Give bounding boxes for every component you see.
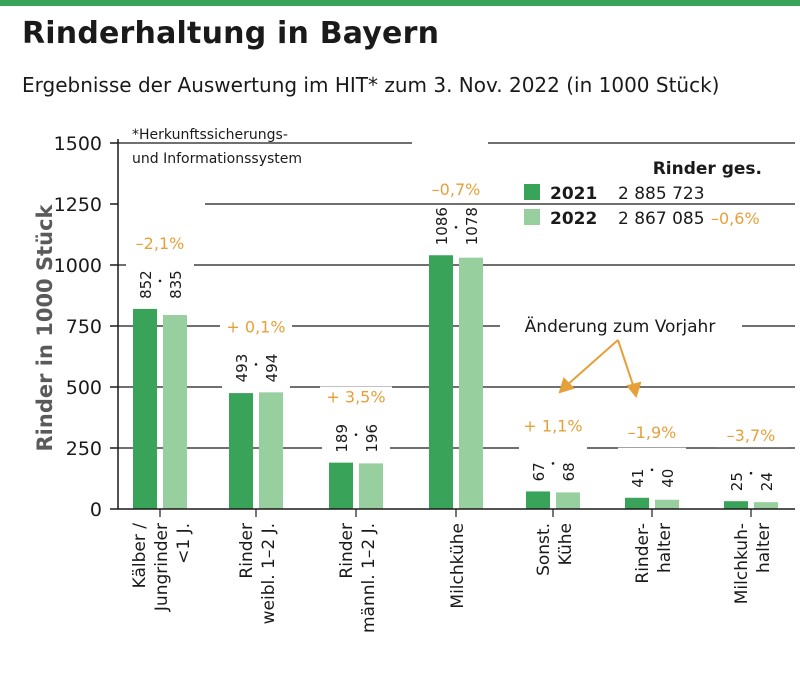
value-label-2022-6: 24 (758, 472, 776, 491)
bar-2022-5 (655, 499, 679, 509)
category-label-0-2: <1 J. (174, 523, 194, 564)
change-bg-3 (420, 179, 492, 202)
value-label-2021-5: 41 (629, 469, 647, 488)
legend-change-2022: –0,6% (711, 209, 760, 228)
change-label-5: –1,9% (628, 423, 677, 442)
legend-year-2022: 2022 (550, 209, 597, 229)
chart-subtitle: Ergebnisse der Auswertung im HIT* zum 3.… (22, 73, 720, 97)
annotation-arrowhead-right (626, 381, 642, 399)
y-tick-label-1250: 1250 (54, 194, 102, 216)
value-label-dot-6 (749, 471, 753, 475)
category-label-0-1: Jungrinder (152, 523, 172, 612)
annotation-arrows (558, 339, 642, 399)
legend-swatch-2022 (524, 209, 540, 225)
change-annotation-label: Änderung zum Vorjahr (525, 316, 716, 337)
category-label-2-0: Rinder (337, 523, 357, 579)
category-label-4-1: Kühe (556, 523, 576, 565)
value-label-dot-5 (650, 468, 654, 472)
value-label-2022-4: 68 (560, 462, 578, 481)
value-label-dot-4 (551, 462, 555, 465)
category-label-6-1: halter (754, 523, 774, 573)
annotation-arrow-right (617, 339, 635, 389)
bar-2021-1 (229, 393, 253, 509)
change-label-1: + 0,1% (226, 317, 285, 336)
category-label-1-1: weibl. 1–2 J. (259, 523, 279, 624)
change-label-4: + 1,1% (523, 416, 582, 435)
bar-2021-0 (133, 308, 157, 509)
value-label-2021-0: 852 (137, 270, 155, 299)
bar-2021-3 (429, 255, 453, 509)
value-label-dot-2 (354, 433, 358, 436)
value-label-2022-1: 494 (263, 354, 281, 383)
legend-total-2021: 2 885 723 (618, 184, 705, 204)
chart-title: Rinderhaltung in Bayern (22, 16, 440, 51)
change-label-2: + 3,5% (326, 388, 385, 407)
bar-2022-6 (754, 502, 778, 509)
value-label-2022-5: 40 (659, 469, 677, 488)
bar-2021-2 (329, 462, 353, 509)
annotation-arrowhead-left (558, 377, 575, 394)
value-label-2021-2: 189 (333, 424, 351, 453)
bar-2022-1 (259, 392, 283, 509)
y-tick-label-1500: 1500 (54, 133, 102, 155)
value-label-2022-3: 1078 (463, 207, 481, 245)
category-label-2-1: männl. 1–2 J. (359, 523, 379, 633)
footnote-line-1: *Herkunftssicherungs- (132, 127, 288, 143)
value-label-2022-2: 196 (363, 424, 381, 453)
bar-2021-6 (724, 501, 748, 509)
category-label-3-0: Milchkühe (448, 523, 468, 609)
change-bg-0 (124, 232, 196, 255)
value-label-dot-0 (158, 279, 162, 283)
value-label-2021-6: 25 (728, 472, 746, 491)
change-bg-1 (220, 316, 292, 339)
bar-2022-3 (459, 257, 483, 509)
value-label-dot-3 (454, 225, 458, 229)
bar-2021-5 (625, 497, 649, 509)
legend-swatch-2021 (524, 184, 540, 200)
bar-2022-0 (163, 315, 187, 509)
y-tick-label-1000: 1000 (54, 255, 102, 277)
annotation-arrow-left (565, 339, 619, 387)
change-label-3: –0,7% (432, 180, 481, 199)
category-label-5-0: Rinder- (633, 523, 653, 584)
category-label-1-0: Rinder (237, 523, 257, 579)
bar-2021-4 (526, 491, 550, 509)
footnote-line-2: und Informationssystem (132, 151, 302, 167)
y-axis-title: Rinder in 1000 Stück (33, 203, 57, 451)
change-label-6: –3,7% (727, 426, 776, 445)
value-label-2021-3: 1086 (433, 207, 451, 245)
legend-total-2022: 2 867 085 (618, 209, 705, 229)
category-label-0-0: Kälber / (130, 523, 150, 589)
change-bg-4 (517, 415, 589, 438)
value-label-2021-1: 493 (233, 354, 251, 383)
y-tick-label-250: 250 (66, 438, 102, 460)
totals-heading: Rinder ges. (653, 159, 762, 179)
value-label-2021-4: 67 (530, 462, 548, 481)
change-bg-6 (715, 425, 787, 448)
category-label-5-1: halter (655, 523, 675, 573)
category-label-6-0: Milchkuh- (732, 523, 752, 604)
y-tick-label-0: 0 (90, 499, 102, 521)
top-accent-bar (0, 0, 800, 6)
change-label-0: –2,1% (136, 234, 185, 253)
value-label-dot-1 (254, 363, 258, 366)
category-label-4-0: Sonst. (534, 523, 554, 576)
bar-2022-4 (556, 492, 580, 509)
change-bg-2 (320, 386, 392, 409)
change-bg-5 (616, 421, 688, 444)
value-label-2022-0: 835 (167, 270, 185, 299)
bar-2022-2 (359, 463, 383, 509)
y-tick-label-750: 750 (66, 316, 102, 338)
legend-year-2021: 2021 (550, 184, 597, 204)
y-tick-label-500: 500 (66, 377, 102, 399)
